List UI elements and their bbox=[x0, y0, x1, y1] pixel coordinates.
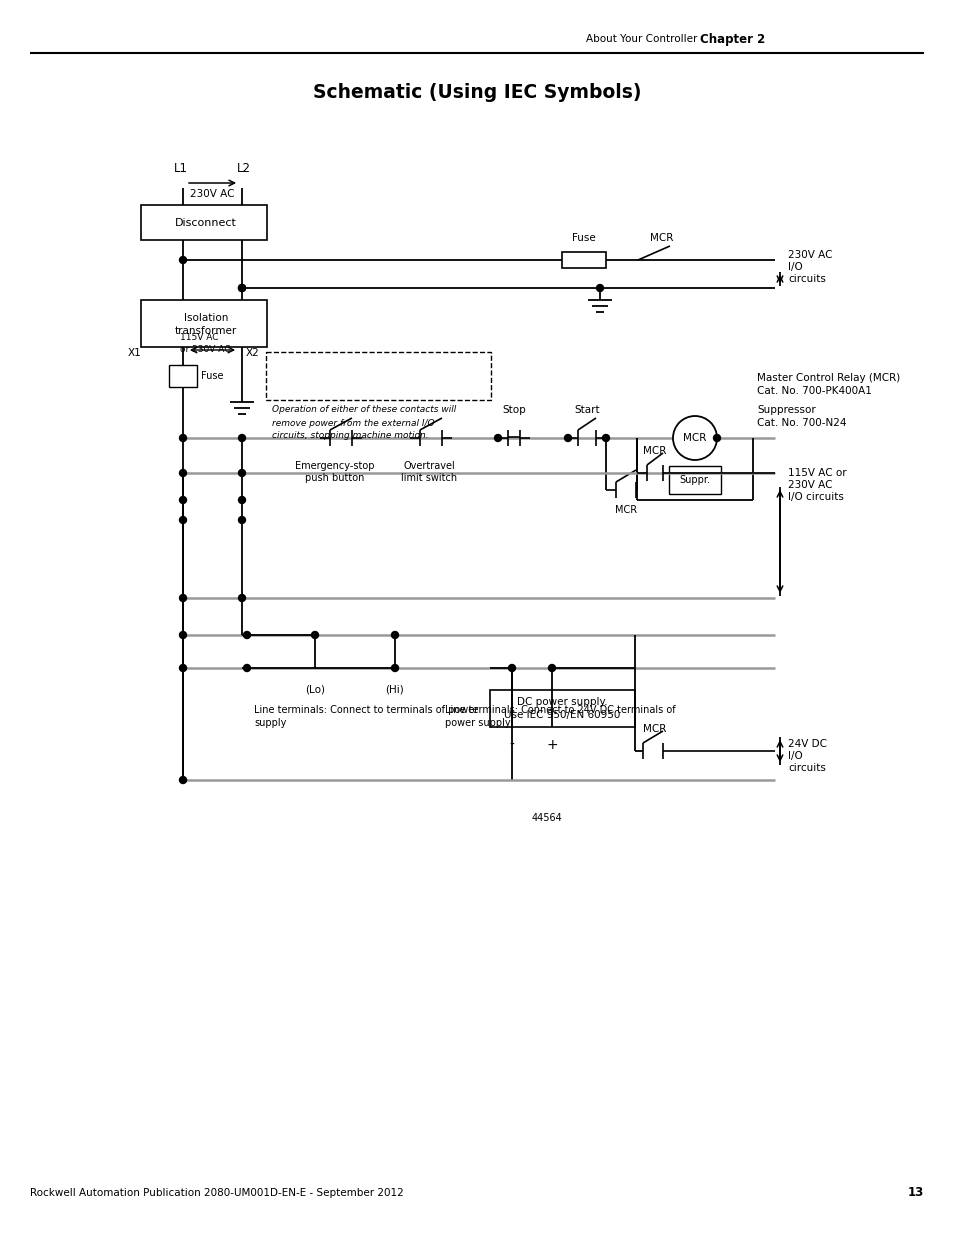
Text: Cat. No. 700-PK400A1: Cat. No. 700-PK400A1 bbox=[757, 387, 871, 396]
Text: Fuse: Fuse bbox=[201, 370, 223, 382]
Circle shape bbox=[179, 435, 186, 441]
Text: 115V AC or: 115V AC or bbox=[787, 468, 845, 478]
Text: push button: push button bbox=[305, 473, 364, 483]
FancyBboxPatch shape bbox=[141, 300, 267, 347]
Text: About Your Controller: About Your Controller bbox=[585, 35, 697, 44]
Text: I/O circuits: I/O circuits bbox=[787, 492, 843, 501]
Text: 24V DC: 24V DC bbox=[787, 739, 826, 748]
Text: DC power supply.: DC power supply. bbox=[517, 697, 607, 706]
Text: L2: L2 bbox=[236, 162, 251, 174]
Text: X1: X1 bbox=[127, 348, 141, 358]
Text: 230V AC: 230V AC bbox=[787, 480, 832, 490]
Text: Start: Start bbox=[574, 405, 599, 415]
Text: or 230V AC: or 230V AC bbox=[180, 345, 231, 353]
Text: 230V AC: 230V AC bbox=[787, 249, 832, 261]
Text: 230V AC: 230V AC bbox=[190, 189, 234, 199]
Text: -: - bbox=[509, 739, 514, 752]
Circle shape bbox=[596, 284, 603, 291]
Text: circuits: circuits bbox=[787, 763, 825, 773]
FancyBboxPatch shape bbox=[266, 352, 491, 400]
Text: Master Control Relay (MCR): Master Control Relay (MCR) bbox=[757, 373, 900, 383]
Text: Use IEC 950/EN 60950: Use IEC 950/EN 60950 bbox=[503, 710, 619, 720]
Circle shape bbox=[713, 435, 720, 441]
Text: Disconnect: Disconnect bbox=[175, 219, 236, 228]
Text: Chapter 2: Chapter 2 bbox=[700, 32, 764, 46]
Circle shape bbox=[179, 257, 186, 263]
Text: remove power from the external I/O: remove power from the external I/O bbox=[272, 419, 435, 427]
FancyBboxPatch shape bbox=[169, 366, 196, 387]
Circle shape bbox=[238, 594, 245, 601]
Text: MCR: MCR bbox=[650, 233, 673, 243]
Circle shape bbox=[238, 516, 245, 524]
Text: X2: X2 bbox=[246, 348, 259, 358]
Text: Overtravel: Overtravel bbox=[403, 461, 455, 471]
Text: I/O: I/O bbox=[787, 751, 801, 761]
Circle shape bbox=[179, 516, 186, 524]
Circle shape bbox=[179, 469, 186, 477]
Circle shape bbox=[602, 435, 609, 441]
Text: Operation of either of these contacts will: Operation of either of these contacts wi… bbox=[272, 405, 456, 415]
Text: power supply: power supply bbox=[444, 718, 510, 727]
Text: 44564: 44564 bbox=[531, 813, 561, 823]
Text: 115V AC: 115V AC bbox=[180, 332, 218, 342]
Circle shape bbox=[564, 435, 571, 441]
Circle shape bbox=[238, 469, 245, 477]
Circle shape bbox=[312, 631, 318, 638]
Text: 13: 13 bbox=[907, 1187, 923, 1199]
Text: circuits, stopping machine motion.: circuits, stopping machine motion. bbox=[272, 431, 428, 441]
FancyBboxPatch shape bbox=[141, 205, 267, 240]
Text: Stop: Stop bbox=[501, 405, 525, 415]
Circle shape bbox=[238, 284, 245, 291]
Circle shape bbox=[391, 631, 398, 638]
Text: Suppressor: Suppressor bbox=[757, 405, 815, 415]
Text: I/O: I/O bbox=[787, 262, 801, 272]
Text: supply: supply bbox=[253, 718, 286, 727]
Text: Line terminals: Connect to terminals of power: Line terminals: Connect to terminals of … bbox=[253, 705, 477, 715]
Circle shape bbox=[179, 496, 186, 504]
Circle shape bbox=[179, 664, 186, 672]
Text: Suppr.: Suppr. bbox=[679, 475, 710, 485]
Text: Line terminals: Connect to 24V DC terminals of: Line terminals: Connect to 24V DC termin… bbox=[444, 705, 675, 715]
Text: MCR: MCR bbox=[642, 724, 666, 734]
Text: limit switch: limit switch bbox=[400, 473, 456, 483]
Circle shape bbox=[179, 631, 186, 638]
Circle shape bbox=[179, 594, 186, 601]
Circle shape bbox=[672, 416, 717, 459]
Text: MCR: MCR bbox=[682, 433, 706, 443]
Text: Cat. No. 700-N24: Cat. No. 700-N24 bbox=[757, 417, 845, 429]
Text: transformer: transformer bbox=[174, 326, 237, 336]
Circle shape bbox=[238, 435, 245, 441]
Text: L1: L1 bbox=[173, 162, 188, 174]
Text: +: + bbox=[546, 739, 558, 752]
Circle shape bbox=[179, 777, 186, 783]
FancyBboxPatch shape bbox=[561, 252, 605, 268]
Circle shape bbox=[548, 664, 555, 672]
Text: (Hi): (Hi) bbox=[385, 685, 404, 695]
FancyBboxPatch shape bbox=[490, 690, 635, 727]
Text: Rockwell Automation Publication 2080-UM001D-EN-E - September 2012: Rockwell Automation Publication 2080-UM0… bbox=[30, 1188, 403, 1198]
Circle shape bbox=[243, 664, 251, 672]
Circle shape bbox=[494, 435, 501, 441]
Circle shape bbox=[243, 631, 251, 638]
Text: (Lo): (Lo) bbox=[305, 685, 325, 695]
Text: Fuse: Fuse bbox=[572, 233, 596, 243]
Text: Schematic (Using IEC Symbols): Schematic (Using IEC Symbols) bbox=[313, 83, 640, 101]
Circle shape bbox=[508, 664, 515, 672]
Text: Emergency-stop: Emergency-stop bbox=[294, 461, 375, 471]
FancyBboxPatch shape bbox=[668, 466, 720, 494]
Text: MCR: MCR bbox=[615, 505, 637, 515]
Text: Isolation: Isolation bbox=[184, 312, 228, 324]
Circle shape bbox=[238, 284, 245, 291]
Text: MCR: MCR bbox=[642, 446, 666, 456]
Circle shape bbox=[238, 496, 245, 504]
Text: circuits: circuits bbox=[787, 274, 825, 284]
Circle shape bbox=[391, 664, 398, 672]
